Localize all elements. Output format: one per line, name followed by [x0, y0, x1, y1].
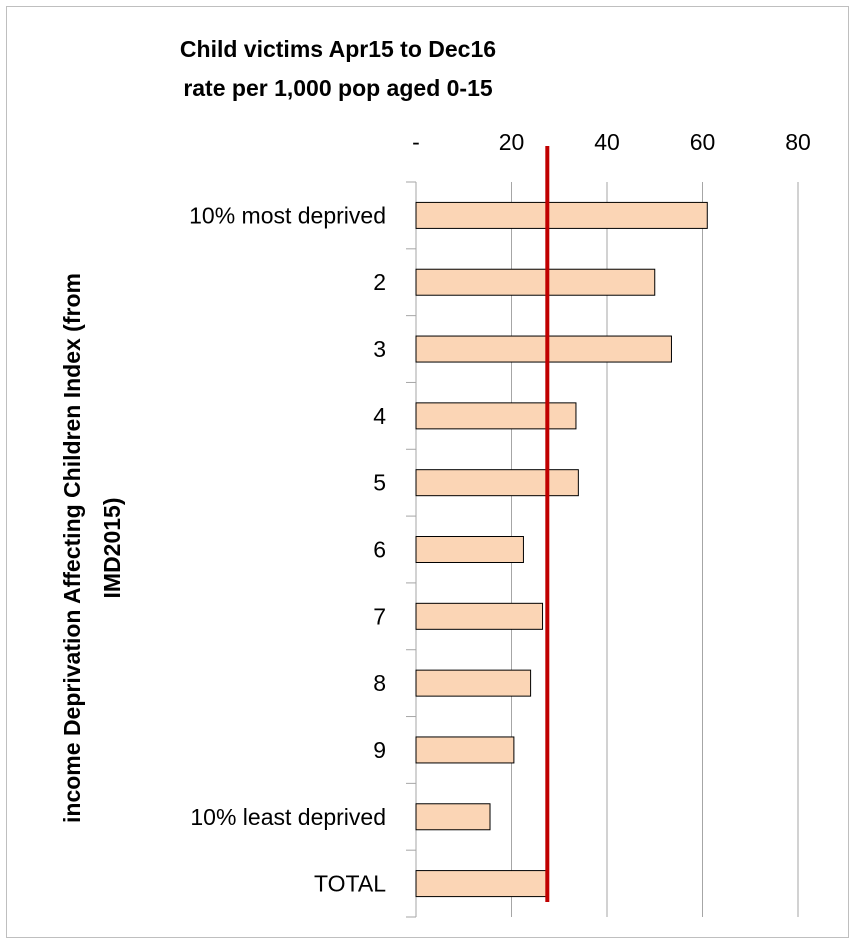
category-axis: [406, 181, 417, 918]
bar: [415, 602, 544, 630]
category-label: TOTAL: [314, 871, 386, 897]
y-axis-title: income Deprivation Affecting Children In…: [59, 273, 125, 823]
bar: [415, 536, 524, 563]
category-label: 10% least deprived: [190, 804, 386, 830]
x-tick-label: 40: [594, 129, 620, 155]
category-label: 4: [373, 403, 386, 429]
x-tick-label: 80: [785, 129, 811, 155]
bar: [415, 870, 548, 898]
bars: [415, 201, 708, 898]
bar: [415, 803, 491, 831]
bar: [415, 201, 708, 229]
category-label: 2: [373, 269, 386, 295]
x-axis-ticks: - 20 40 60 80: [412, 129, 811, 155]
bar: [415, 469, 579, 497]
x-tick-label: -: [412, 129, 420, 155]
bar: [415, 402, 577, 430]
category-label: 10% most deprived: [189, 202, 386, 228]
bar: [415, 736, 515, 764]
category-label: 9: [373, 737, 386, 763]
category-label: 6: [373, 537, 386, 563]
category-label: 5: [373, 470, 386, 496]
bar: [415, 268, 656, 296]
category-label: 3: [373, 336, 386, 362]
bar: [415, 669, 532, 697]
chart-title-line-2: rate per 1,000 pop aged 0-15: [183, 75, 493, 101]
x-tick-label: 60: [690, 129, 716, 155]
category-label: 8: [373, 670, 386, 696]
category-labels: 10% most deprived 2 3 4 5 6 7 8 9 10% least depri…: [189, 202, 386, 896]
y-axis-title-line-1: income Deprivation Affecting Children In…: [59, 273, 85, 823]
chart-title-line-1: Child victims Apr15 to Dec16: [180, 36, 496, 62]
y-axis-title-line-2: IMD2015): [99, 498, 125, 599]
x-tick-label: 20: [499, 129, 525, 155]
category-label: 7: [373, 603, 386, 629]
bar: [415, 335, 672, 363]
